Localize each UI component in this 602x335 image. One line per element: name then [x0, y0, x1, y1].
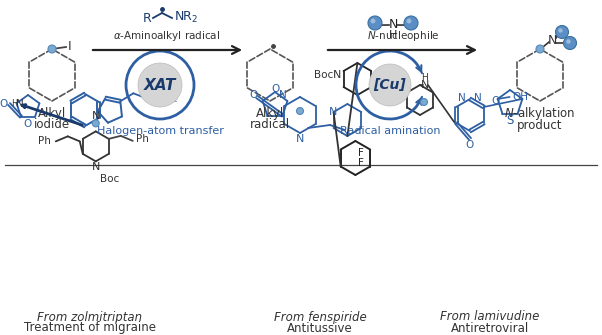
Circle shape	[371, 18, 376, 23]
Text: NR$_2$: NR$_2$	[174, 9, 198, 24]
Text: Ph: Ph	[38, 136, 51, 146]
Text: F: F	[358, 158, 364, 168]
Text: N: N	[474, 93, 482, 103]
Text: OH: OH	[513, 92, 529, 102]
Circle shape	[369, 64, 411, 106]
Text: Ph: Ph	[135, 134, 149, 144]
Text: Alkyl: Alkyl	[38, 107, 66, 120]
Circle shape	[558, 28, 563, 33]
Circle shape	[368, 16, 382, 30]
Text: Alkyl: Alkyl	[256, 107, 284, 120]
Text: Boc: Boc	[100, 174, 119, 184]
Text: H: H	[421, 72, 429, 81]
Text: N: N	[16, 99, 24, 109]
Circle shape	[556, 25, 568, 39]
Text: O: O	[24, 119, 32, 129]
Text: From zolmitriptan: From zolmitriptan	[37, 311, 143, 324]
Text: I: I	[68, 41, 72, 54]
Text: From fenspiride: From fenspiride	[274, 311, 367, 324]
Text: XAT: XAT	[144, 77, 176, 92]
Circle shape	[138, 63, 182, 107]
Text: O: O	[0, 99, 8, 109]
Text: $\alpha$-Aminoalkyl radical: $\alpha$-Aminoalkyl radical	[113, 29, 221, 43]
Text: N: N	[397, 91, 405, 101]
Circle shape	[563, 37, 577, 50]
Text: product: product	[517, 119, 563, 132]
Text: N: N	[547, 35, 557, 48]
Text: N: N	[421, 80, 429, 90]
Text: O: O	[249, 90, 257, 100]
Text: F: F	[358, 148, 364, 158]
Text: N: N	[296, 134, 304, 144]
Text: N: N	[458, 93, 466, 103]
Text: Antiretroviral: Antiretroviral	[451, 322, 529, 335]
Text: N: N	[92, 162, 100, 173]
Text: Boc: Boc	[376, 91, 395, 101]
Text: N: N	[92, 111, 100, 121]
Circle shape	[48, 45, 56, 53]
Text: O: O	[492, 96, 500, 106]
Circle shape	[421, 98, 427, 106]
Text: Antitussive: Antitussive	[287, 322, 353, 335]
Circle shape	[406, 18, 411, 23]
Text: NMe$_2$: NMe$_2$	[149, 91, 178, 105]
Text: R: R	[143, 11, 152, 24]
Text: S: S	[506, 114, 514, 127]
Text: radical: radical	[250, 119, 290, 132]
Text: Treatment of migraine: Treatment of migraine	[24, 322, 156, 335]
Text: iodide: iodide	[34, 119, 70, 132]
Text: From lamivudine: From lamivudine	[440, 311, 539, 324]
Text: N: N	[388, 18, 398, 31]
Circle shape	[536, 45, 544, 53]
Text: N: N	[334, 70, 341, 80]
Text: Boc: Boc	[314, 70, 333, 80]
Text: H: H	[389, 30, 397, 40]
Text: O: O	[466, 140, 474, 150]
Circle shape	[566, 39, 571, 44]
Circle shape	[297, 108, 303, 115]
Text: H: H	[11, 99, 17, 109]
Text: $\it{N}$-alkylation: $\it{N}$-alkylation	[504, 105, 576, 122]
Text: Halogen-atom transfer: Halogen-atom transfer	[96, 126, 223, 136]
Text: [Cu]: [Cu]	[374, 78, 406, 92]
Text: O: O	[271, 84, 279, 94]
Circle shape	[92, 120, 99, 127]
Text: N: N	[329, 107, 338, 117]
Text: Radical amination: Radical amination	[340, 126, 440, 136]
Text: $\it{N}$-nucleophile: $\it{N}$-nucleophile	[367, 29, 439, 43]
Text: N: N	[279, 90, 287, 100]
Circle shape	[404, 16, 418, 30]
